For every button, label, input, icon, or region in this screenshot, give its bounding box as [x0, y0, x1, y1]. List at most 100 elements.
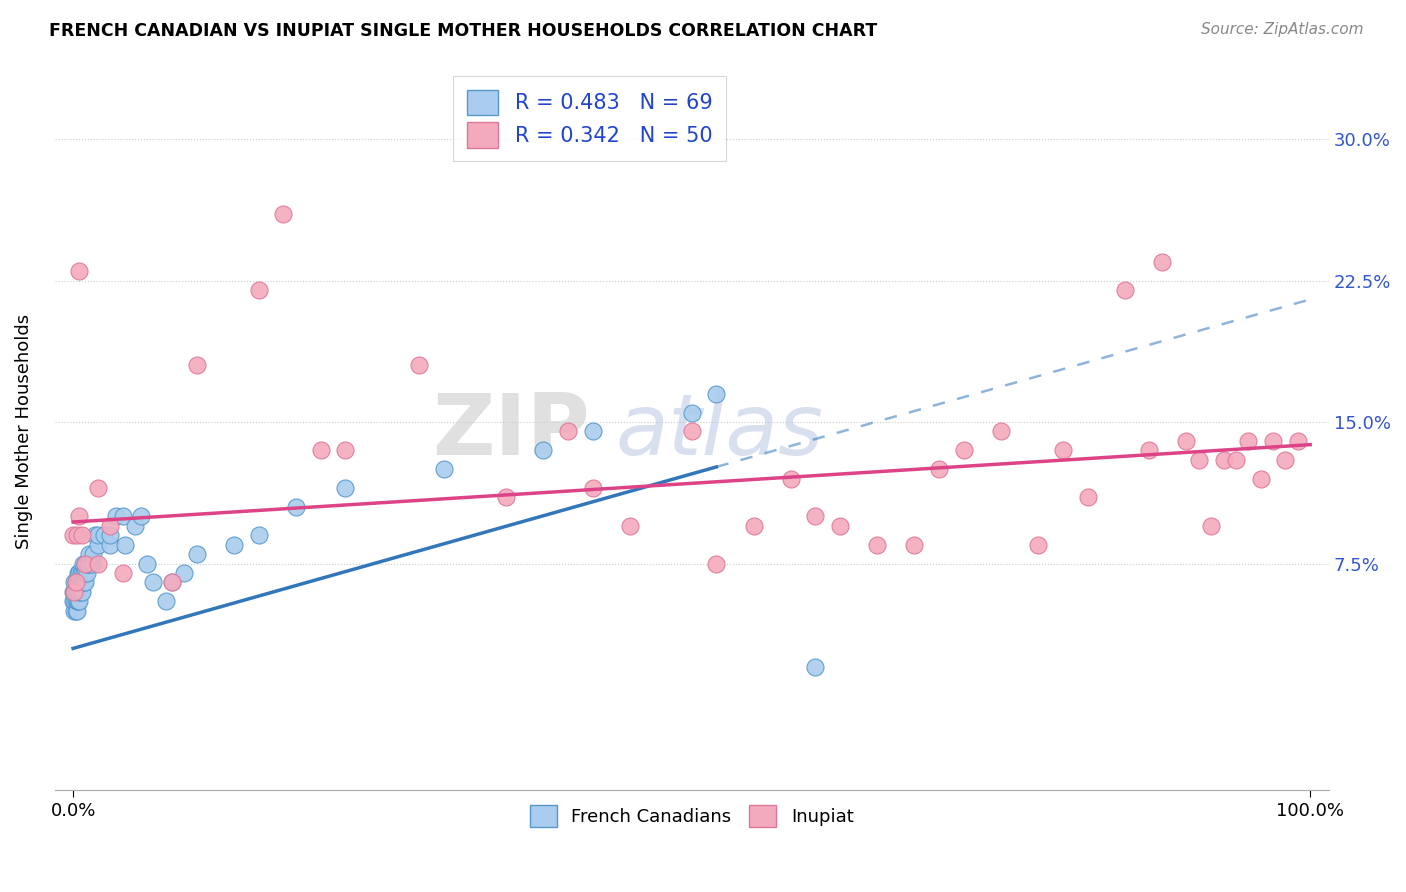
Point — [98, 538, 121, 552]
Point — [531, 443, 554, 458]
Point — [84, 528, 107, 542]
Point — [129, 509, 152, 524]
Point — [186, 359, 208, 373]
Point — [67, 264, 90, 278]
Point — [67, 575, 90, 590]
Point — [63, 604, 86, 618]
Point — [65, 604, 87, 618]
Point — [66, 575, 89, 590]
Point — [70, 575, 93, 590]
Point — [87, 557, 110, 571]
Point — [82, 547, 104, 561]
Point — [111, 509, 134, 524]
Point — [247, 528, 270, 542]
Point — [186, 547, 208, 561]
Point — [105, 509, 128, 524]
Point — [67, 566, 90, 580]
Point — [928, 462, 950, 476]
Point — [142, 575, 165, 590]
Point — [160, 575, 183, 590]
Point — [990, 425, 1012, 439]
Point — [111, 566, 134, 580]
Point — [155, 594, 177, 608]
Point — [77, 557, 100, 571]
Point — [433, 462, 456, 476]
Point — [495, 491, 517, 505]
Point — [70, 566, 93, 580]
Point — [69, 566, 91, 580]
Point — [87, 528, 110, 542]
Point — [136, 557, 159, 571]
Point — [222, 538, 245, 552]
Point — [62, 594, 84, 608]
Point — [408, 359, 430, 373]
Point — [65, 594, 87, 608]
Point — [284, 500, 307, 514]
Point — [1286, 434, 1309, 448]
Point — [67, 509, 90, 524]
Point — [1188, 452, 1211, 467]
Point — [681, 406, 703, 420]
Point — [63, 575, 86, 590]
Y-axis label: Single Mother Households: Single Mother Households — [15, 314, 32, 549]
Point — [69, 575, 91, 590]
Point — [1114, 283, 1136, 297]
Point — [98, 528, 121, 542]
Legend: French Canadians, Inupiat: French Canadians, Inupiat — [523, 798, 860, 835]
Point — [830, 518, 852, 533]
Point — [247, 283, 270, 297]
Point — [66, 594, 89, 608]
Point — [80, 557, 103, 571]
Point — [952, 443, 974, 458]
Point — [72, 557, 94, 571]
Point — [1175, 434, 1198, 448]
Point — [65, 575, 87, 590]
Point — [779, 472, 801, 486]
Point — [87, 538, 110, 552]
Point — [804, 660, 827, 674]
Point — [335, 481, 357, 495]
Point — [73, 575, 96, 590]
Point — [65, 575, 87, 590]
Point — [67, 566, 90, 580]
Point — [582, 481, 605, 495]
Point — [70, 528, 93, 542]
Point — [903, 538, 925, 552]
Point — [67, 584, 90, 599]
Point — [742, 518, 765, 533]
Point — [1225, 452, 1247, 467]
Point — [75, 566, 97, 580]
Point — [173, 566, 195, 580]
Point — [681, 425, 703, 439]
Point — [63, 584, 86, 599]
Point — [1261, 434, 1284, 448]
Point — [75, 557, 97, 571]
Point — [72, 575, 94, 590]
Point — [93, 528, 115, 542]
Point — [557, 425, 579, 439]
Text: atlas: atlas — [616, 390, 823, 473]
Point — [65, 584, 87, 599]
Point — [582, 425, 605, 439]
Point — [67, 594, 90, 608]
Point — [66, 584, 89, 599]
Point — [69, 584, 91, 599]
Point — [804, 509, 827, 524]
Point — [124, 518, 146, 533]
Point — [335, 443, 357, 458]
Point — [76, 566, 98, 580]
Point — [62, 584, 84, 599]
Point — [63, 584, 86, 599]
Point — [160, 575, 183, 590]
Point — [706, 386, 728, 401]
Point — [70, 584, 93, 599]
Point — [67, 584, 90, 599]
Point — [1026, 538, 1049, 552]
Point — [1150, 254, 1173, 268]
Point — [87, 481, 110, 495]
Point — [1076, 491, 1098, 505]
Point — [75, 557, 97, 571]
Point — [98, 518, 121, 533]
Point — [1137, 443, 1160, 458]
Point — [63, 594, 86, 608]
